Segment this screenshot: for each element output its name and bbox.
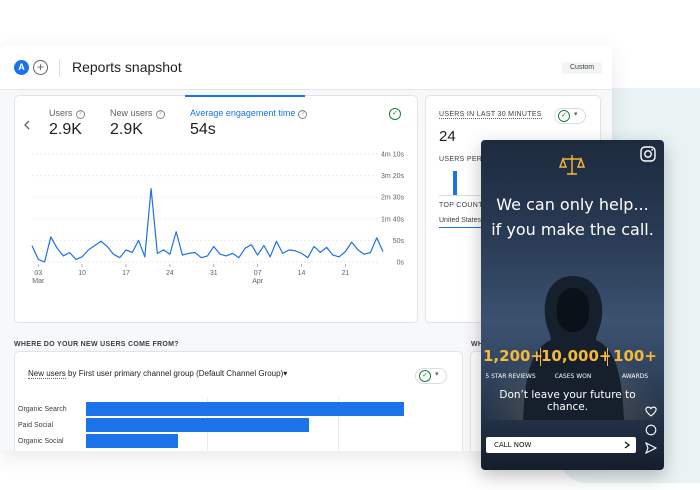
metric-users-label: Users? bbox=[49, 108, 85, 119]
add-comparison-button[interactable]: + bbox=[33, 60, 48, 75]
dimension-selector[interactable]: by First user primary channel group (Def… bbox=[65, 369, 284, 378]
x-tick-label: 14 bbox=[298, 270, 306, 277]
stat-awards-value: 100+ bbox=[613, 347, 657, 365]
x-tick-label: 10 bbox=[78, 270, 86, 277]
bar-label: Organic Social bbox=[18, 438, 64, 445]
realtime-compare-chip[interactable]: ✓ ▾ bbox=[554, 108, 586, 124]
realtime-title: USERS IN LAST 30 MINUTES bbox=[439, 111, 542, 119]
metric-engagement-label: Average engagement time? bbox=[190, 108, 308, 119]
metric-users-value: 2.9K bbox=[49, 121, 82, 138]
stat-divider bbox=[540, 348, 541, 366]
engagement-line-chart: 4m 10s 3m 20s 2m 30s 1m 40s 50s 0s 03 10 17 24 31 0… bbox=[31, 152, 405, 285]
page-title: Reports snapshot bbox=[72, 59, 182, 75]
chevron-down-icon: ▾ bbox=[574, 111, 578, 118]
users-per-minute-label: USERS PER M bbox=[439, 156, 491, 163]
stat-reviews-value: 1,200+ bbox=[483, 347, 544, 365]
heart-icon[interactable] bbox=[645, 406, 657, 417]
call-now-label: CALL NOW bbox=[494, 441, 532, 449]
chevron-down-icon: ▾ bbox=[283, 369, 288, 378]
x-tick-label: 07 bbox=[254, 270, 262, 277]
channel-dropdown[interactable]: New users by First user primary channel … bbox=[28, 369, 288, 379]
bar-label: Organic Search bbox=[18, 406, 67, 413]
divider bbox=[439, 195, 489, 196]
stat-awards-label: AWARDS bbox=[621, 373, 649, 380]
instagram-icon[interactable] bbox=[639, 145, 657, 163]
top-country-item: United States bbox=[439, 217, 482, 224]
acquisition-card: New users by First user primary channel … bbox=[14, 351, 463, 451]
chevron-down-icon: ▾ bbox=[435, 371, 439, 378]
chevron-left-icon[interactable] bbox=[23, 120, 31, 130]
acquisition-title: WHERE DO YOUR NEW USERS COME FROM? bbox=[14, 341, 179, 348]
y-tick-label: 3m 20s bbox=[381, 173, 404, 180]
check-circle-icon[interactable]: ✓ bbox=[389, 108, 401, 120]
metric-selector[interactable]: New users bbox=[28, 369, 66, 379]
bar-grid-line bbox=[338, 397, 339, 451]
x-month-label: Apr bbox=[252, 278, 264, 285]
top-countries-label: TOP COUNT bbox=[439, 202, 483, 209]
divider bbox=[439, 227, 489, 228]
y-tick-label: 2m 30s bbox=[381, 195, 404, 202]
ad-tagline: Don’t leave your future to chance. bbox=[499, 389, 636, 413]
x-tick-label: 03 bbox=[34, 270, 42, 277]
phone-ad-overlay: We can only help... if you make the call… bbox=[481, 140, 664, 470]
realtime-value: 24 bbox=[439, 128, 456, 145]
avatar[interactable]: A bbox=[14, 60, 29, 75]
metric-new-users-value: 2.9K bbox=[110, 121, 143, 138]
send-icon[interactable] bbox=[645, 442, 657, 454]
top-bar: A + Reports snapshot Custom bbox=[0, 45, 612, 90]
metric-engagement-tab[interactable] bbox=[185, 95, 305, 97]
date-range-chip[interactable]: Custom bbox=[562, 62, 603, 74]
y-tick-label: 4m 10s bbox=[381, 152, 404, 159]
partial-section-title: WH bbox=[471, 341, 484, 348]
comment-icon[interactable] bbox=[645, 424, 657, 436]
stat-reviews-label: 5 STAR REVIEWS bbox=[485, 373, 536, 380]
help-icon[interactable]: ? bbox=[155, 110, 165, 119]
stat-cases-label: CASES WON bbox=[554, 373, 592, 380]
x-tick-label: 31 bbox=[210, 270, 218, 277]
per-minute-bar bbox=[453, 171, 457, 195]
check-circle-icon: ✓ bbox=[419, 370, 431, 382]
ad-headline-line-2: if you make the call. bbox=[491, 220, 654, 239]
acquisition-compare-chip[interactable]: ✓ ▾ bbox=[415, 368, 447, 384]
stat-divider bbox=[607, 348, 608, 366]
ad-headline-line-1: We can only help... bbox=[496, 195, 649, 214]
chevron-right-icon bbox=[624, 441, 630, 449]
check-circle-icon: ✓ bbox=[558, 110, 570, 122]
metric-new-users-label: New users? bbox=[110, 108, 165, 119]
x-tick-label: 21 bbox=[341, 270, 349, 277]
y-tick-label: 50s bbox=[393, 238, 405, 245]
y-tick-label: 0s bbox=[397, 260, 405, 267]
metric-engagement-value: 54s bbox=[190, 121, 216, 138]
x-tick-label: 24 bbox=[166, 270, 174, 277]
help-icon[interactable]: ? bbox=[298, 110, 308, 119]
scales-icon bbox=[559, 155, 585, 175]
divider bbox=[59, 59, 60, 77]
y-tick-label: 1m 40s bbox=[381, 216, 404, 223]
bar-label: Paid Social bbox=[18, 422, 54, 429]
x-tick-label: 17 bbox=[122, 270, 130, 277]
help-icon[interactable]: ? bbox=[75, 110, 85, 119]
hooded-figure bbox=[523, 276, 624, 420]
bar-organic-search[interactable] bbox=[86, 402, 404, 416]
metrics-card: Users? 2.9K New users? 2.9K Average enga… bbox=[14, 95, 418, 323]
bar-organic-social[interactable] bbox=[86, 434, 179, 448]
bar-paid-social[interactable] bbox=[86, 418, 309, 432]
stat-cases-value: 10,000+ bbox=[541, 347, 612, 365]
call-now-button[interactable]: CALL NOW bbox=[486, 437, 636, 453]
x-month-label: Mar bbox=[32, 278, 45, 285]
series-line[interactable] bbox=[31, 187, 384, 263]
